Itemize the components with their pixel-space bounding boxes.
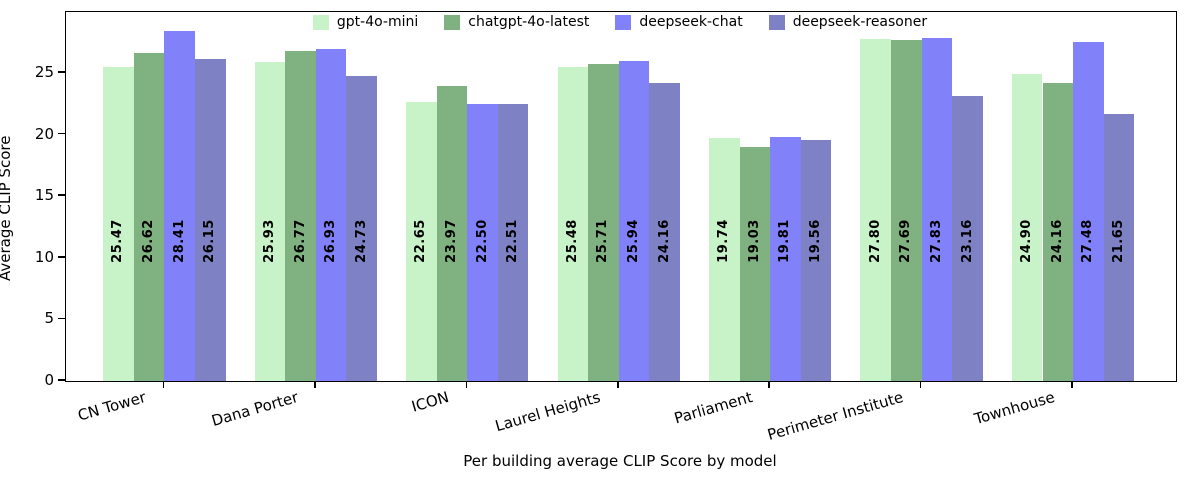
bar-value-label: 27.80 <box>867 219 883 263</box>
y-tick-label: 0 <box>44 371 54 389</box>
x-tick-label: Dana Porter <box>208 388 300 430</box>
bar-value-label: 21.65 <box>1110 219 1126 263</box>
bar-value-label: 23.97 <box>443 219 459 263</box>
bar-value-label: 27.69 <box>898 219 914 263</box>
bar-gpt-4o-mini: 22.65 <box>406 101 437 381</box>
bar-deepseek-reasoner: 24.73 <box>346 76 378 381</box>
x-tick-label: CN Tower <box>76 388 149 425</box>
x-tick-mark <box>465 381 468 388</box>
bar-value-label: 22.51 <box>505 219 521 263</box>
bar-value-label: 22.65 <box>413 219 429 263</box>
x-tick-label: Parliament <box>671 388 755 428</box>
x-tick-label: Perimeter Institute <box>765 388 906 444</box>
y-tick-mark <box>58 379 65 381</box>
bar-value-label: 24.73 <box>353 219 369 263</box>
y-tick-mark <box>58 256 65 258</box>
bar-deepseek-reasoner: 19.56 <box>800 140 832 381</box>
bar-deepseek-chat: 27.83 <box>921 38 953 381</box>
bar-value-label: 23.16 <box>959 219 975 263</box>
bar-value-label: 24.16 <box>1049 219 1065 263</box>
x-tick-mark <box>1071 381 1073 388</box>
bar-value-label: 25.48 <box>564 219 580 263</box>
y-tick-mark <box>58 71 65 73</box>
bar-chatgpt-4o-latest: 27.69 <box>891 39 922 381</box>
bar-value-label: 28.41 <box>171 219 187 263</box>
bar-chatgpt-4o-latest: 26.62 <box>133 53 165 381</box>
bar-value-label: 25.93 <box>261 219 277 263</box>
bar-chatgpt-4o-latest: 23.97 <box>436 85 468 381</box>
bar-deepseek-chat: 25.94 <box>618 61 650 381</box>
y-tick-mark <box>58 317 65 320</box>
x-tick-mark <box>314 381 316 388</box>
bar-gpt-4o-mini: 19.74 <box>709 137 740 381</box>
bar-value-label: 19.74 <box>716 219 732 263</box>
bar-gpt-4o-mini: 25.93 <box>254 61 286 381</box>
bar-deepseek-reasoner: 26.15 <box>195 58 226 381</box>
y-tick-label: 25 <box>34 62 54 81</box>
plot-area: 25.47 26.62 28.41 26.15 25.93 26.77 26.93 24.73… <box>65 11 1177 382</box>
x-tick-mark <box>768 381 770 388</box>
bar-value-label: 19.03 <box>746 219 762 263</box>
bar-gpt-4o-mini: 27.80 <box>860 38 892 381</box>
bar-deepseek-reasoner: 22.51 <box>497 103 529 381</box>
x-tick-label: Townhouse <box>972 388 1058 429</box>
x-tick-label: Laurel Heights <box>493 388 603 436</box>
y-tick-label: 15 <box>34 186 54 205</box>
y-tick-label: 10 <box>34 247 54 266</box>
bar-value-label: 24.90 <box>1019 219 1035 263</box>
bar-chatgpt-4o-latest: 25.71 <box>588 64 619 381</box>
bar-value-label: 27.48 <box>1080 219 1096 263</box>
x-axis-label: Per building average CLIP Score by model <box>463 452 777 470</box>
bar-deepseek-chat: 22.50 <box>467 103 498 381</box>
x-tick-mark <box>919 381 922 388</box>
x-tick-mark <box>617 381 619 388</box>
bar-value-label: 22.50 <box>474 219 490 263</box>
y-tick-label: 20 <box>34 124 54 143</box>
bar-value-label: 26.77 <box>292 219 308 263</box>
bar-deepseek-reasoner: 24.16 <box>649 83 680 381</box>
y-tick-mark <box>58 132 65 135</box>
bar-value-label: 19.81 <box>777 219 793 263</box>
bar-deepseek-chat: 28.41 <box>164 30 195 381</box>
bar-value-label: 26.62 <box>141 219 157 263</box>
bar-deepseek-chat: 26.93 <box>315 49 347 381</box>
bar-deepseek-reasoner: 23.16 <box>952 95 983 381</box>
y-tick-label: 5 <box>44 309 54 328</box>
bar-value-label: 19.56 <box>808 219 824 263</box>
x-tick-mark <box>162 381 165 388</box>
bar-gpt-4o-mini: 24.90 <box>1011 74 1043 381</box>
bar-value-label: 25.94 <box>626 219 642 263</box>
bar-chatgpt-4o-latest: 19.03 <box>739 146 771 381</box>
y-tick-mark <box>58 194 65 196</box>
bar-value-label: 24.16 <box>656 219 672 263</box>
bar-value-label: 27.83 <box>928 219 944 263</box>
bar-gpt-4o-mini: 25.48 <box>557 67 589 381</box>
bar-value-label: 25.47 <box>110 219 126 263</box>
bar-deepseek-chat: 27.48 <box>1073 42 1104 381</box>
x-tick-label: ICON <box>409 388 452 416</box>
bar-chatgpt-4o-latest: 24.16 <box>1042 83 1074 381</box>
bar-value-label: 25.71 <box>595 219 611 263</box>
bar-gpt-4o-mini: 25.47 <box>103 67 134 381</box>
bar-deepseek-chat: 19.81 <box>770 136 801 381</box>
bar-chatgpt-4o-latest: 26.77 <box>285 51 316 381</box>
bar-deepseek-reasoner: 21.65 <box>1103 114 1135 381</box>
bar-value-label: 26.15 <box>202 219 218 263</box>
bar-value-label: 26.93 <box>323 219 339 263</box>
